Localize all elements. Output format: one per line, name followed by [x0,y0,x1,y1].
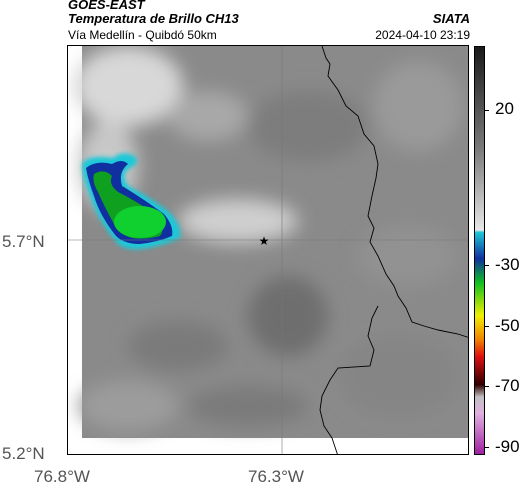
cb-tick [485,110,489,111]
department-border [321,46,468,338]
colorbar-label: -50 [495,316,520,335]
satellite-map[interactable]: ★ [67,45,469,455]
cloud-texture [73,46,463,431]
colorbar-label: -30 [495,255,520,274]
title-product: Temperatura de Brillo CH13 [68,11,239,26]
colorbar-label: -70 [495,376,520,395]
cb-tick [485,326,489,327]
lon-label-76-3: 76.3°W [248,467,304,486]
cb-tick [485,265,489,266]
colorbar-label: 20 [495,99,514,118]
colorbar [474,46,485,455]
lat-label-5-2: 5.2°N [2,444,45,463]
map-canvas: ★ [68,46,468,454]
title-satellite: GOES-EAST [68,0,145,12]
datetime-label: 2024-04-10 23:19 [375,28,470,42]
colorbar-gradient [475,47,484,454]
lon-label-76-8: 76.8°W [34,467,90,486]
colorbar-label: -90 [495,437,520,456]
cb-tick [485,386,489,387]
convective-cloud [82,153,181,250]
star-icon: ★ [259,234,270,248]
lat-label-5-7: 5.7°N [2,232,45,251]
cb-tick [485,447,489,448]
title-route: Vía Medellín - Quibdó 50km [68,28,217,42]
org-label: SIATA [432,11,470,26]
department-border-south [319,305,379,454]
